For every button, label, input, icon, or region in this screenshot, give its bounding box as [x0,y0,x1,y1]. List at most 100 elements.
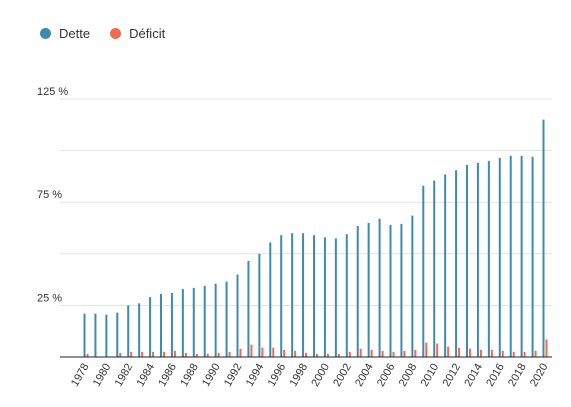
bar-deficit [425,342,428,357]
x-tick-label: 1998 [288,362,311,389]
x-tick-label: 2010 [419,362,442,389]
bar-dette [138,303,141,357]
bar-dette [116,312,119,357]
bar-deficit [469,348,471,357]
bar-deficit [512,351,515,357]
legend-dot-deficit [110,28,122,39]
bar-deficit [294,350,297,357]
bar-deficit [316,353,318,357]
bar-dette [302,233,305,357]
bar-dette [323,237,326,357]
bar-deficit [523,351,526,357]
x-tick-label: 2016 [484,362,507,389]
bar-dette [247,261,250,357]
legend-dot-dette [40,28,51,39]
x-tick-label: 1988 [178,362,201,389]
bar-dette [509,155,512,357]
bar-deficit [490,349,493,357]
x-tick-label: 1992 [222,362,245,389]
bar-deficit [141,351,144,357]
bar-deficit [283,349,286,357]
y-tick-label: 25 % [37,292,62,304]
bar-deficit [250,344,253,357]
bar-deficit [381,350,384,357]
legend: Dette Déficit [40,26,165,41]
bar-dette [181,288,184,357]
bar-dette [542,119,545,357]
x-tick-label: 2004 [353,362,376,389]
x-tick-label: 1990 [200,362,223,389]
x-tick-label: 2008 [397,362,420,389]
bar-deficit [370,349,373,357]
x-tick-label: 2006 [375,362,398,389]
bar-deficit [119,352,122,357]
bar-deficit [348,351,351,357]
bar-deficit [545,339,548,357]
x-tick-label: 1986 [156,362,179,389]
bar-dette [105,314,108,357]
bar-dette [433,180,436,357]
bar-dette [83,313,86,357]
x-tick-label: 2002 [331,362,354,389]
bar-deficit [86,353,89,357]
bar-dette [225,281,228,357]
bar-dette [367,222,370,357]
bar-dette [334,238,337,357]
bar-deficit [359,348,362,357]
bar-dette [203,285,206,357]
bar-deficit [414,349,417,357]
bar-dette [192,287,195,357]
bar-dette [389,224,392,357]
bar-dette [498,157,501,357]
x-tick-label: 1978 [69,362,92,389]
bar-deficit [501,350,504,357]
bar-deficit [130,351,133,357]
bar-deficit [305,352,308,357]
x-tick-label: 2018 [506,362,529,389]
x-tick-label: 2000 [309,362,332,389]
bar-dette [422,185,425,357]
bar-deficit [403,350,406,357]
bar-deficit [337,353,340,357]
bar-dette [160,294,162,357]
bar-dette [170,293,173,357]
x-tick-label: 1994 [244,362,267,389]
bar-deficit [436,343,439,357]
bar-dette [520,155,523,357]
legend-label-deficit: Déficit [129,26,166,41]
bar-deficit [152,351,155,357]
bar-dette [444,174,447,357]
bar-dette [214,283,217,357]
bar-deficit [326,353,329,357]
bar-dette [127,305,130,357]
bar-deficit [272,347,275,357]
x-tick-label: 1980 [91,362,114,389]
legend-item-deficit[interactable]: Déficit [110,26,165,41]
bar-dette [400,223,403,357]
bar-dette [236,274,239,357]
bar-dette [466,165,468,357]
bar-dette [149,297,152,357]
bar-dette [280,235,283,357]
bar-deficit [206,353,209,357]
bar-dette [411,215,414,357]
bar-deficit [184,352,187,357]
bar-deficit [217,352,220,357]
legend-item-dette[interactable]: Dette [40,26,90,41]
bar-dette [94,313,97,357]
legend-label-dette: Dette [59,26,91,41]
bar-deficit [261,347,264,357]
bar-deficit [534,350,537,357]
y-tick-label: 125 % [37,86,68,98]
y-tick-label: 75 % [37,189,62,201]
bar-dette [531,156,534,357]
bar-dette [313,235,315,357]
x-tick-label: 1982 [113,362,136,389]
bar-dette [356,225,359,357]
bar-deficit [458,347,461,357]
bar-dette [345,234,348,357]
x-tick-label: 1996 [266,362,289,389]
bar-deficit [392,351,395,357]
bar-deficit [163,351,165,357]
bar-dette [378,218,381,357]
